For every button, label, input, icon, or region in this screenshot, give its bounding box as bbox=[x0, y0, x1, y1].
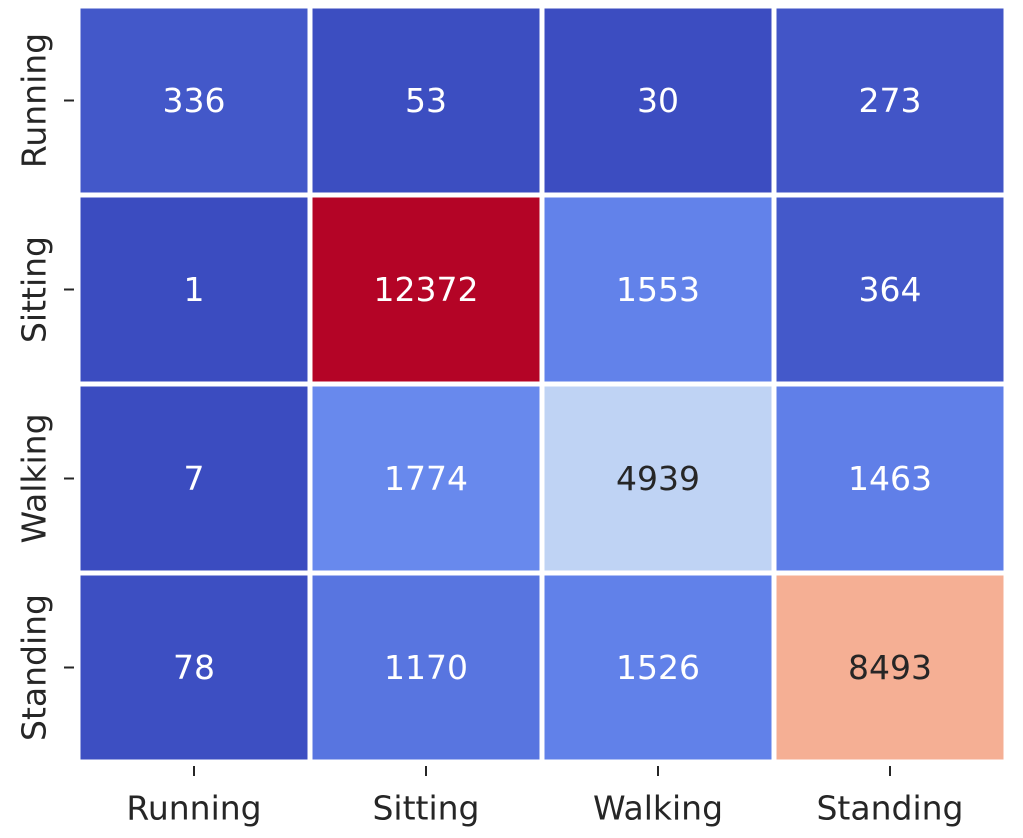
heatmap-cell-1-1 bbox=[307, 192, 545, 387]
y-tick-label-2: Walking bbox=[15, 413, 54, 543]
x-tick-label-2: Walking bbox=[593, 789, 723, 828]
cell-value-1-2: 1553 bbox=[616, 270, 700, 309]
cell-value-1-1: 12372 bbox=[374, 270, 479, 309]
heatmap-cell-2-3 bbox=[771, 381, 1009, 576]
heatmap-cell-0-3 bbox=[771, 3, 1009, 198]
cell-value-3-2: 1526 bbox=[616, 648, 700, 687]
cell-value-1-0: 1 bbox=[184, 270, 205, 309]
cell-value-3-3: 8493 bbox=[848, 648, 932, 687]
cell-value-0-1: 53 bbox=[405, 81, 447, 120]
x-tick-label-3: Standing bbox=[816, 789, 963, 828]
heatmap-cell-3-3 bbox=[771, 570, 1009, 765]
heatmap-cell-1-3 bbox=[771, 192, 1009, 387]
heatmap-cell-3-1 bbox=[307, 570, 545, 765]
x-tick-label-1: Sitting bbox=[372, 789, 479, 828]
cell-value-3-0: 78 bbox=[173, 648, 215, 687]
heatmap-cells bbox=[75, 3, 1009, 765]
y-tick-label-3: Standing bbox=[15, 594, 54, 741]
heatmap-cell-0-0 bbox=[75, 3, 313, 198]
x-axis: Running Sitting Walking Standing bbox=[126, 766, 964, 828]
y-axis: Running Sitting Walking Standing bbox=[15, 33, 74, 741]
heatmap-cell-3-0 bbox=[75, 570, 313, 765]
cell-value-2-0: 7 bbox=[184, 459, 205, 498]
cell-value-1-3: 364 bbox=[859, 270, 922, 309]
heatmap-cell-2-1 bbox=[307, 381, 545, 576]
y-tick-label-1: Sitting bbox=[15, 236, 54, 343]
cell-value-0-2: 30 bbox=[637, 81, 679, 120]
cell-value-0-0: 336 bbox=[163, 81, 226, 120]
heatmap-cell-0-1 bbox=[307, 3, 545, 198]
heatmap-cell-labels: 336 53 30 273 1 12372 1553 364 7 1774 4939 1463 78 11… bbox=[163, 81, 932, 687]
cell-value-0-3: 273 bbox=[859, 81, 922, 120]
cell-value-2-1: 1774 bbox=[384, 459, 468, 498]
cell-value-3-1: 1170 bbox=[384, 648, 468, 687]
y-tick-label-0: Running bbox=[15, 33, 54, 168]
x-tick-label-0: Running bbox=[126, 789, 261, 828]
cell-value-2-2: 4939 bbox=[616, 459, 700, 498]
cell-value-2-3: 1463 bbox=[848, 459, 932, 498]
